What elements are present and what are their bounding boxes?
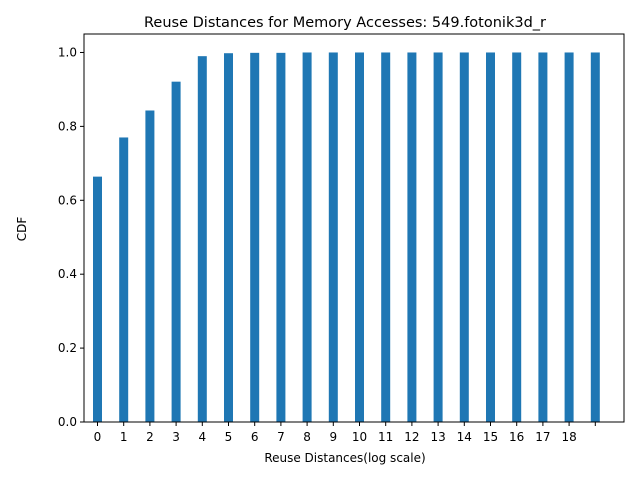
bar-8 — [302, 52, 312, 422]
y-axis: 0.0 0.2 0.4 0.6 0.8 1.0 — [58, 45, 84, 429]
bar-7 — [276, 52, 286, 423]
bar-1 — [119, 137, 129, 422]
y-tick-label-0: 0.0 — [58, 415, 77, 429]
y-tick-label-4: 0.8 — [58, 119, 77, 133]
bar-16 — [512, 52, 522, 422]
bar-12 — [407, 52, 417, 422]
bar-5 — [224, 53, 233, 422]
x-tick-label-5: 5 — [225, 430, 233, 444]
bar-14 — [459, 52, 469, 422]
y-axis-label: CDF — [15, 217, 29, 242]
x-tick-label-12: 12 — [404, 430, 419, 444]
x-tick-label-0: 0 — [94, 430, 102, 444]
x-tick-label-17: 17 — [535, 430, 550, 444]
x-tick-label-15: 15 — [483, 430, 498, 444]
bar-13 — [433, 52, 443, 422]
bar-17 — [538, 52, 548, 422]
x-tick-label-1: 1 — [120, 430, 128, 444]
bar-11 — [381, 52, 391, 422]
bar-6 — [250, 52, 260, 423]
bar-3 — [171, 81, 181, 422]
bar-9 — [328, 52, 338, 422]
x-tick-label-6: 6 — [251, 430, 259, 444]
x-tick-label-13: 13 — [430, 430, 445, 444]
x-tick-label-14: 14 — [457, 430, 472, 444]
bar-15 — [486, 52, 495, 422]
bars-group — [93, 52, 600, 423]
x-tick-label-9: 9 — [329, 430, 337, 444]
bar-4 — [197, 56, 207, 423]
bar-19 — [590, 52, 600, 422]
y-tick-label-5: 1.0 — [58, 45, 77, 59]
x-tick-label-11: 11 — [378, 430, 393, 444]
x-axis: 0 1 2 3 4 5 6 7 8 9 10 11 12 13 14 15 16 17 18 — [94, 422, 596, 444]
bar-18 — [564, 52, 574, 422]
y-tick-label-1: 0.2 — [58, 341, 77, 355]
x-tick-label-3: 3 — [172, 430, 180, 444]
plot-frame — [83, 33, 625, 423]
bar-10 — [355, 52, 364, 422]
x-tick-label-18: 18 — [561, 430, 576, 444]
x-tick-label-8: 8 — [303, 430, 311, 444]
chart-title: Reuse Distances for Memory Accesses: 549… — [144, 15, 546, 31]
x-tick-label-2: 2 — [146, 430, 154, 444]
x-tick-label-7: 7 — [277, 430, 285, 444]
x-tick-label-4: 4 — [198, 430, 206, 444]
y-tick-label-3: 0.6 — [58, 193, 77, 207]
x-tick-label-10: 10 — [352, 430, 367, 444]
bar-0 — [93, 176, 102, 422]
x-tick-label-16: 16 — [509, 430, 524, 444]
y-tick-label-2: 0.4 — [58, 267, 77, 281]
x-axis-label: Reuse Distances(log scale) — [264, 451, 425, 465]
bar-2 — [145, 110, 155, 423]
